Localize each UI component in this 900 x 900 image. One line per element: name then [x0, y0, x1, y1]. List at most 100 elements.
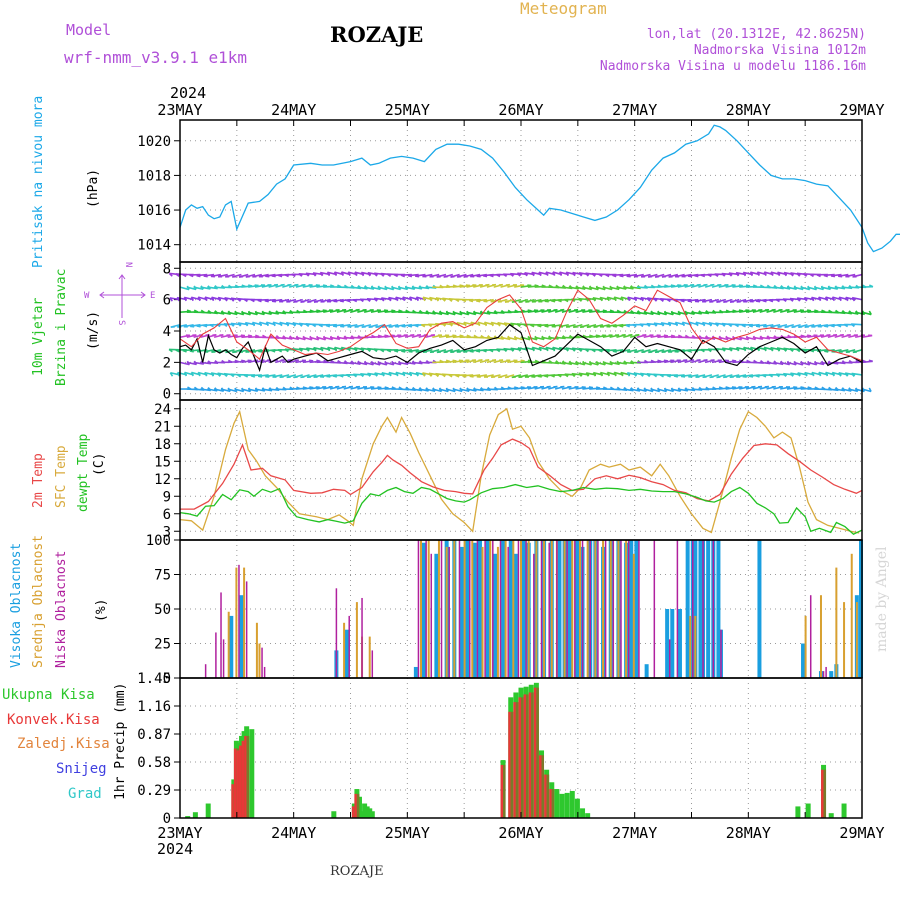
cloud-label-mid: Srednja Oblacnost [31, 535, 46, 668]
mid-cloud-bar [850, 553, 853, 678]
wind-barb-head [530, 324, 535, 328]
y-tick-label: 100 [146, 533, 171, 549]
wind-barb-head [254, 284, 259, 287]
wind-barb [732, 336, 742, 341]
wind-barb-head [279, 322, 283, 327]
high-cloud-bar [567, 540, 572, 678]
wind-barb-head [843, 323, 849, 328]
mid-cloud-bar [819, 595, 822, 678]
wind-barb [452, 311, 463, 316]
wind-barb [343, 336, 355, 340]
high-cloud-bar [634, 540, 639, 678]
wind-barb [234, 311, 244, 316]
wind-barb-head [517, 347, 521, 352]
wind-barb-head [482, 349, 487, 353]
wind-barb-head [345, 374, 351, 378]
wind-barb [616, 286, 627, 290]
mid-cloud-bar [571, 540, 574, 678]
wind-barb-head [544, 300, 549, 303]
wind-barb-head [298, 347, 303, 352]
mid-cloud-bar [578, 540, 581, 678]
wind-barb-head [312, 347, 317, 352]
wind-barb-head [585, 297, 589, 302]
wind-barb-head [520, 386, 525, 389]
wind-barb-head [421, 372, 426, 377]
wind-barb [363, 286, 375, 290]
wind-barb-head [463, 321, 467, 327]
wind-barb [207, 286, 218, 290]
wind-barb-head [551, 347, 556, 352]
total-precip-bar [564, 792, 570, 818]
wind-barb [316, 336, 326, 341]
wind-barb-head [320, 347, 324, 352]
low-cloud-bar [556, 540, 558, 678]
wind-barb [851, 296, 863, 301]
wind-barb-head [210, 372, 215, 377]
temp-2m-line [180, 438, 863, 510]
high-cloud-bar [485, 540, 490, 678]
wind-barb-head [558, 271, 563, 277]
wind-speed-line [179, 323, 863, 374]
wind-barb [513, 336, 524, 341]
wind-barb [363, 361, 374, 366]
wind-barb-head [602, 309, 607, 312]
y-tick-label: 6 [163, 293, 171, 309]
conv-precip-bar [351, 806, 355, 818]
wind-barb-head [258, 321, 263, 327]
wind-barb [650, 311, 661, 316]
wind-barb [438, 311, 449, 316]
wind-barb-head [670, 334, 676, 338]
wind-barb-head [271, 275, 276, 278]
wind-barb [227, 311, 238, 316]
high-cloud-bar [698, 540, 703, 678]
wind-barb [704, 336, 716, 340]
wind-barb-head [742, 347, 747, 352]
wind-barb [411, 388, 423, 392]
wind-barb [391, 361, 402, 366]
wind-barb [629, 388, 641, 392]
mid-cloud-bar [843, 602, 846, 678]
conv-precip-bar [528, 692, 532, 818]
wind-barb-head [578, 348, 583, 353]
wind-barb [745, 336, 756, 341]
wind-barb-head [236, 373, 242, 378]
high-cloud-bar [557, 540, 562, 678]
low-cloud-bar [204, 664, 207, 678]
wind-barb-head [763, 347, 767, 352]
high-cloud-bar [501, 540, 506, 678]
wind-barb [425, 388, 436, 393]
wind-barb-head [797, 372, 801, 377]
wind-barb [384, 286, 394, 291]
wind-barb-head [236, 298, 242, 302]
wind-label-1: 10m Vjetar [31, 298, 46, 376]
wind-barb-head [477, 321, 481, 327]
wind-barb [684, 311, 695, 315]
wind-barb-head [769, 347, 774, 352]
low-cloud-bar [371, 650, 374, 678]
wind-barb-head [359, 298, 364, 303]
wind-barb-head [311, 323, 317, 328]
wind-barb [261, 311, 272, 316]
low-cloud-bar [417, 540, 420, 678]
wind-barb-head [817, 296, 822, 302]
wind-barb [602, 361, 613, 366]
y-tick-label: 0.29 [137, 783, 171, 799]
pressure-panel: 1014 1016 1018 1020 [137, 120, 900, 262]
wind-barb [411, 286, 423, 290]
wind-barb [527, 336, 538, 341]
low-cloud-bar [361, 597, 363, 678]
wind-barb-head [639, 372, 644, 377]
wind-barb-head [332, 375, 338, 378]
mid-cloud-bar [594, 540, 597, 678]
wind-barb [193, 361, 204, 365]
wind-barb [241, 311, 251, 316]
wind-barb-head [502, 273, 507, 278]
wind-barb-head [448, 322, 453, 327]
wind-barb-head [613, 296, 617, 302]
wind-barb [309, 336, 319, 341]
wind-barb-head [347, 271, 351, 277]
wind-barb-head [626, 372, 631, 377]
conv-precip-bar [513, 702, 516, 818]
wind-barb-head [516, 272, 521, 277]
wind-barb [623, 286, 634, 290]
